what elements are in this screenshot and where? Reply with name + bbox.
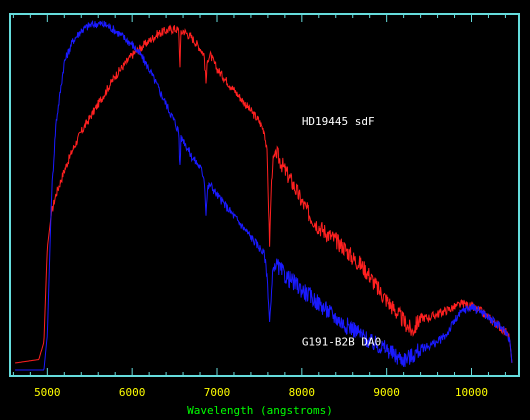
series-label-0: HD19445 sdF (302, 115, 375, 128)
series-line-0 (15, 24, 513, 364)
x-axis-ticks: 5000 6000 7000 8000 9000 10000 (12, 14, 506, 399)
x-tick-label: 5000 (34, 386, 61, 399)
plot-frame (9, 13, 520, 377)
series-layer (15, 20, 513, 371)
annotation-layer: HD19445 sdF G191-B2B DA0 (302, 115, 381, 349)
series-line-1 (15, 20, 513, 371)
x-axis-label: Wavelength (angstroms) (187, 404, 333, 417)
x-tick-label: 6000 (119, 386, 146, 399)
series-label-1: G191-B2B DA0 (302, 336, 381, 349)
x-tick-label: 10000 (455, 386, 488, 399)
x-tick-label: 9000 (373, 386, 400, 399)
x-tick-label: 8000 (289, 386, 316, 399)
x-tick-label: 7000 (204, 386, 231, 399)
